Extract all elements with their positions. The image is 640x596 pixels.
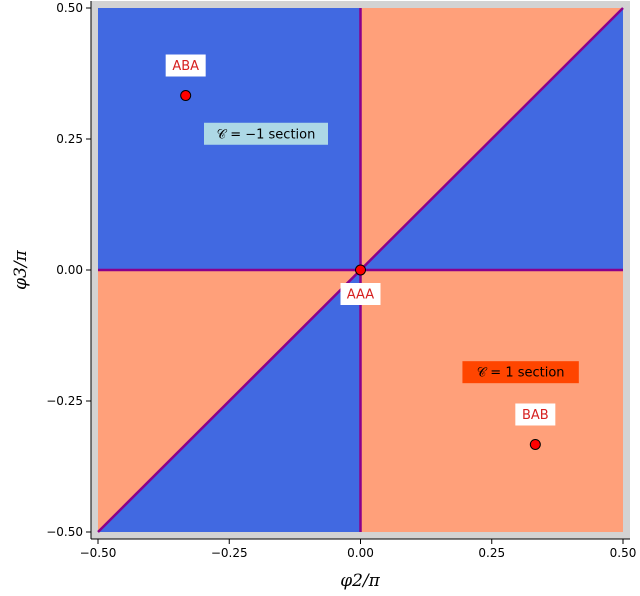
x-tick-label: 0.25 <box>478 546 505 560</box>
data-point-aaa <box>355 264 366 276</box>
x-axis-label: φ2/π <box>340 571 380 591</box>
y-axis-ticks: −0.50 −0.25 0.00 0.25 0.50 <box>46 1 91 539</box>
region-plus-5 <box>360 270 623 532</box>
data-points <box>180 90 541 450</box>
section-label-0: 𝒞 = −1 section <box>217 127 316 142</box>
x-tick-label: 0.50 <box>610 546 637 560</box>
y-tick-label: −0.50 <box>46 525 83 539</box>
y-tick-label: 0.25 <box>56 132 83 146</box>
data-point-aba <box>180 90 192 102</box>
section-label-box-0 <box>204 122 328 145</box>
point-label-bab: BAB <box>522 408 549 423</box>
section-label-box-1 <box>462 361 579 384</box>
annotations: ABA AAA BAB 𝒞 = −1 section 𝒞 = 1 section <box>165 54 579 426</box>
point-label-box <box>340 283 381 305</box>
y-tick-label: −0.25 <box>46 394 83 408</box>
section-label-1: 𝒞 = 1 section <box>477 366 565 381</box>
y-tick-label: 0.50 <box>56 1 83 15</box>
x-axis-ticks: −0.50 −0.25 0.00 0.25 0.50 <box>80 539 637 560</box>
point-label-aba: ABA <box>172 59 199 74</box>
point-label-aaa: AAA <box>347 288 375 303</box>
y-tick-label: 0.00 <box>56 263 83 277</box>
point-label-box <box>515 403 556 426</box>
x-tick-label: 0.00 <box>347 546 374 560</box>
x-tick-label: −0.50 <box>80 546 117 560</box>
point-label-box <box>165 54 206 77</box>
x-tick-label: −0.25 <box>211 546 248 560</box>
y-axis-label: φ3/π <box>11 249 31 289</box>
data-point-bab <box>529 438 541 450</box>
